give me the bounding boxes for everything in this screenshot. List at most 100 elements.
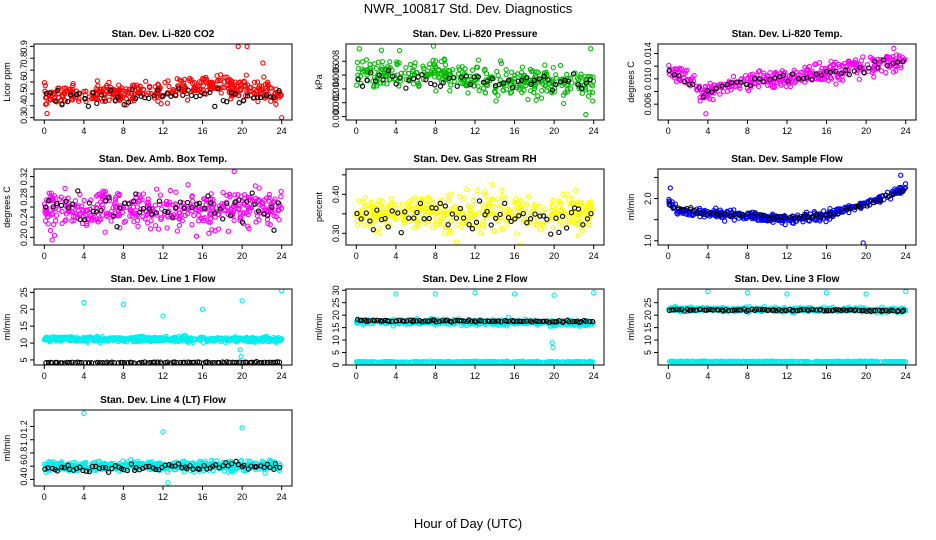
data-point [378, 203, 384, 209]
data-point [537, 213, 543, 219]
y-axis-label: ml/min [2, 314, 12, 341]
data-point [677, 67, 683, 73]
data-point [751, 76, 758, 82]
x-tick-label: 24 [589, 251, 599, 261]
data-point [493, 215, 499, 221]
data-point [565, 197, 572, 203]
data-point [813, 71, 819, 77]
data-point [503, 86, 510, 92]
data-point [574, 220, 581, 227]
data-point [268, 85, 275, 91]
data-point [411, 63, 417, 69]
data-point [402, 70, 408, 76]
data-point [442, 203, 448, 209]
data-point [245, 93, 251, 99]
x-tick-label: 0 [354, 126, 359, 136]
data-point [503, 216, 509, 222]
y-tick-label: 5 [331, 350, 341, 355]
data-point [155, 82, 162, 88]
data-point [461, 195, 467, 201]
data-point [875, 64, 881, 71]
data-point [576, 211, 582, 218]
x-tick-label: 12 [470, 126, 480, 136]
data-point [761, 73, 767, 79]
outlier-point [235, 44, 241, 50]
data-point [516, 205, 522, 211]
data-point [473, 219, 480, 225]
data-point [541, 318, 547, 324]
data-point [43, 101, 50, 107]
data-point [482, 90, 489, 96]
data-point [147, 84, 153, 91]
data-point [115, 94, 121, 100]
data-point [227, 80, 233, 87]
data-point [439, 216, 445, 222]
data-point [780, 72, 787, 78]
data-point [56, 196, 63, 202]
data-point [588, 210, 594, 217]
data-point [481, 67, 487, 74]
data-point [268, 94, 274, 100]
data-point [104, 213, 110, 220]
data-point [256, 185, 262, 191]
data-point [360, 199, 366, 205]
data-point [188, 77, 194, 83]
data-point [549, 359, 555, 365]
data-point [94, 100, 100, 107]
outlier-point [432, 291, 439, 297]
data-point [249, 190, 255, 196]
y-axis-label: degrees C [2, 186, 12, 228]
data-point [92, 360, 99, 365]
data-point [254, 79, 261, 85]
data-point [728, 80, 735, 86]
data-point [500, 226, 506, 232]
data-point [442, 62, 449, 68]
data-point [798, 69, 804, 75]
data-point [489, 76, 495, 82]
data-point [447, 229, 454, 236]
data-point [412, 194, 418, 200]
outlier-point [279, 114, 285, 120]
data-point [55, 87, 61, 94]
data-point [706, 87, 713, 94]
data-point [236, 197, 242, 203]
y-axis-label: ml/min [626, 314, 636, 341]
data-point [83, 222, 90, 228]
data-point [200, 215, 206, 222]
data-point [453, 215, 460, 221]
data-point [70, 80, 76, 87]
outlier-point [549, 339, 555, 346]
data-point [101, 85, 107, 92]
data-point [219, 84, 225, 90]
data-point [394, 59, 400, 65]
data-point [525, 359, 531, 365]
data-point [536, 76, 543, 82]
data-point [544, 216, 550, 222]
y-tick-label: 25 [331, 298, 341, 308]
x-tick-label: 24 [901, 126, 911, 136]
data-point [216, 203, 223, 209]
data-point [878, 68, 885, 74]
y-tick-label: 0.004 [331, 78, 341, 101]
data-point [448, 217, 454, 224]
data-point [789, 71, 795, 77]
data-point [456, 64, 462, 70]
data-point [419, 318, 425, 325]
data-point [371, 317, 378, 324]
data-point [122, 336, 128, 342]
data-point [258, 83, 264, 89]
data-point [550, 225, 556, 231]
data-point [524, 220, 530, 226]
data-point [448, 82, 454, 88]
data-point [761, 212, 767, 219]
data-point [436, 219, 442, 225]
data-point [900, 188, 906, 194]
data-point [261, 197, 268, 204]
data-point [869, 69, 875, 76]
data-point [143, 78, 149, 85]
data-point [49, 237, 55, 243]
data-point [587, 76, 593, 83]
data-point [173, 189, 179, 195]
data-point [217, 206, 223, 212]
y-tick-label: 1.0 [643, 235, 653, 248]
